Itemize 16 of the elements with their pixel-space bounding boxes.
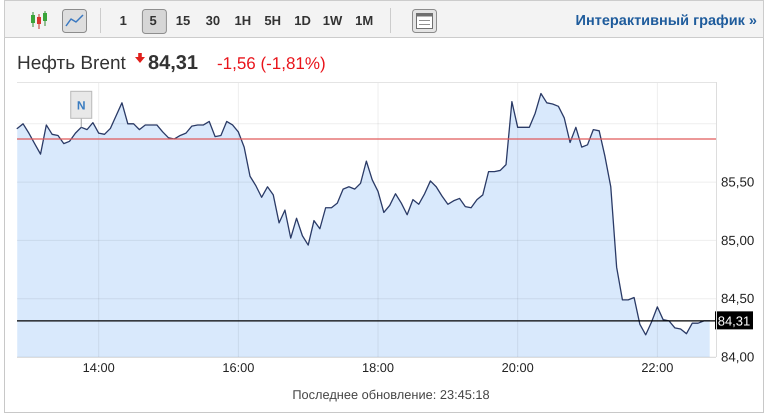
text: 1 5 15 30 1H 5H 1D 1W 1M [120,13,374,28]
x-tick-label: 18:00 [362,360,394,375]
x-tick-label: 16:00 [222,360,254,375]
annotation: N [76,98,86,112]
y-tick-label: 85,50 [721,174,754,190]
x-tick-label: 20:00 [502,360,534,375]
x-tick-label: 22:00 [641,360,674,375]
chart-subtitle: 84,31 [148,52,198,74]
text: Последнее обновление: 23:45:18 [292,387,490,402]
y-tick-label: 84,50 [721,291,754,306]
x-tick-label: 14:00 [82,360,115,375]
chart-title: Нефть Brent [17,53,127,74]
y-tick-label: 85,00 [721,232,754,248]
y-tick-label: 84,00 [721,350,754,364]
text: Интерактивный график » [576,13,757,29]
text: -1,56 (-1,81%) [217,54,326,73]
